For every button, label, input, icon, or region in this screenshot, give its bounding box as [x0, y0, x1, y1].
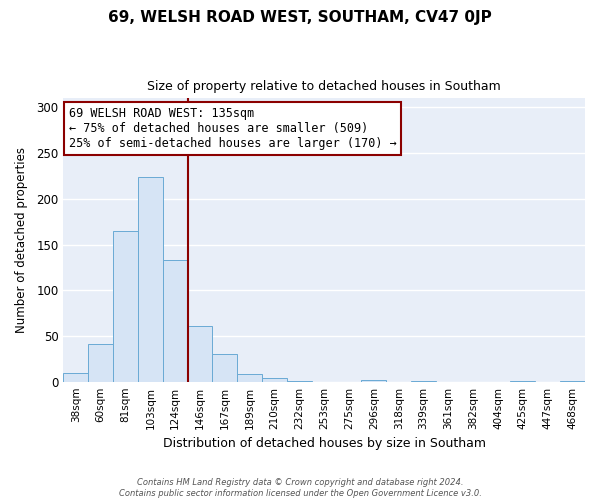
Bar [138, 177, 163, 382]
Bar [237, 374, 262, 382]
Bar [88, 344, 113, 382]
Y-axis label: Number of detached properties: Number of detached properties [15, 147, 28, 333]
Bar [560, 381, 585, 382]
Bar [511, 381, 535, 382]
Bar [163, 260, 188, 382]
Title: Size of property relative to detached houses in Southam: Size of property relative to detached ho… [148, 80, 501, 93]
Bar [411, 381, 436, 382]
Text: Contains HM Land Registry data © Crown copyright and database right 2024.
Contai: Contains HM Land Registry data © Crown c… [119, 478, 481, 498]
Text: 69 WELSH ROAD WEST: 135sqm
← 75% of detached houses are smaller (509)
25% of sem: 69 WELSH ROAD WEST: 135sqm ← 75% of deta… [68, 107, 397, 150]
Bar [287, 381, 312, 382]
Bar [361, 380, 386, 382]
Bar [212, 354, 237, 382]
Bar [113, 231, 138, 382]
Text: 69, WELSH ROAD WEST, SOUTHAM, CV47 0JP: 69, WELSH ROAD WEST, SOUTHAM, CV47 0JP [108, 10, 492, 25]
Bar [64, 372, 88, 382]
Bar [188, 326, 212, 382]
Bar [262, 378, 287, 382]
X-axis label: Distribution of detached houses by size in Southam: Distribution of detached houses by size … [163, 437, 486, 450]
